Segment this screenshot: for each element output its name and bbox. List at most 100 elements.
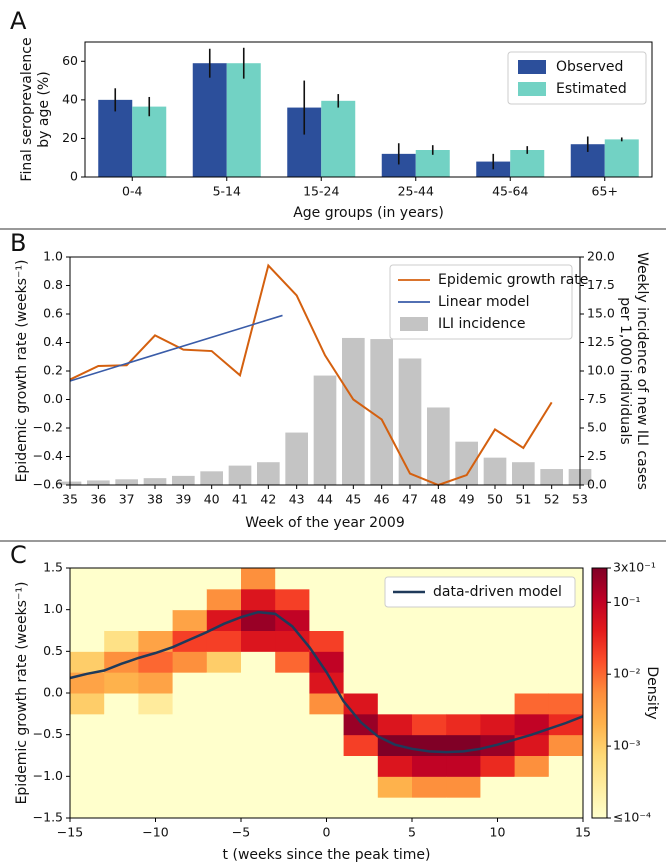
- heatmap-cell: [104, 609, 139, 631]
- y-tick-label: 17.5: [587, 277, 615, 292]
- heatmap-cell: [138, 651, 174, 673]
- y-tick-label: −0.2: [33, 420, 63, 435]
- legend-label: Linear model: [438, 294, 530, 310]
- heatmap-cell: [343, 609, 379, 631]
- colorbar-label: Density: [644, 666, 660, 719]
- heatmap-cell: [446, 693, 481, 715]
- heatmap-cell: [138, 588, 174, 611]
- legend-swatch: [518, 60, 546, 74]
- heatmap-cell: [514, 797, 550, 819]
- heatmap-cell: [70, 672, 105, 694]
- x-tick-label: 0-4: [122, 184, 142, 199]
- bar: [192, 63, 227, 177]
- heatmap-cell: [377, 672, 413, 694]
- heatmap-cell: [446, 609, 481, 631]
- heatmap-cell: [172, 755, 208, 777]
- heatmap-cell: [172, 651, 208, 673]
- x-tick-label: 35: [62, 492, 78, 507]
- heatmap-cell: [309, 609, 345, 631]
- legend-label: Epidemic growth rate: [438, 272, 588, 288]
- heatmap-cell: [446, 630, 481, 652]
- bar: [257, 462, 280, 485]
- heatmap-cell: [309, 713, 345, 736]
- heatmap-cell: [70, 776, 105, 798]
- heatmap-cell: [138, 609, 174, 631]
- x-tick-label: 45-64: [492, 184, 528, 199]
- heatmap-cell: [104, 693, 139, 715]
- y-tick-label: 60: [62, 53, 78, 68]
- x-tick-label: 36: [90, 492, 106, 507]
- heatmap-cell: [480, 609, 516, 631]
- colorbar-tick-label: 3x10⁻¹: [613, 560, 656, 575]
- heatmap-cell: [343, 797, 379, 819]
- heatmap-cell: [377, 609, 413, 631]
- heatmap-cell: [172, 713, 208, 736]
- x-tick-label: 48: [430, 492, 446, 507]
- bar: [370, 339, 393, 485]
- heatmap-cell: [206, 755, 242, 777]
- x-axis-label: t (weeks since the peak time): [223, 847, 431, 863]
- heatmap-cell: [70, 693, 105, 715]
- heatmap-cell: [275, 588, 310, 611]
- heatmap-cell: [343, 630, 379, 652]
- heatmap-cell: [412, 776, 447, 798]
- heatmap-cell: [377, 630, 413, 652]
- heatmap-cell: [343, 672, 379, 694]
- line: [69, 314, 283, 382]
- heatmap-cell: [104, 734, 139, 756]
- x-tick-label: −5: [232, 825, 250, 840]
- x-tick-label: 37: [119, 492, 135, 507]
- heatmap-cell: [514, 609, 550, 631]
- y-tick-label: 0.0: [43, 685, 63, 700]
- x-tick-label: −15: [57, 825, 83, 840]
- heatmap-cell: [480, 797, 516, 819]
- heatmap-cell: [514, 734, 550, 756]
- heatmap-cell: [241, 713, 276, 736]
- x-axis-label: Age groups (in years): [293, 205, 444, 221]
- heatmap-cell: [70, 568, 105, 590]
- heatmap-cell: [548, 672, 584, 694]
- legend-label: Observed: [556, 59, 623, 75]
- heatmap-cell: [343, 651, 379, 673]
- bar: [200, 471, 223, 485]
- heatmap-cell: [480, 651, 516, 673]
- y-tick-label: 10.0: [587, 363, 615, 378]
- legend-label: ILI incidence: [438, 316, 526, 332]
- heatmap-cell: [172, 609, 208, 631]
- heatmap-cell: [206, 609, 242, 631]
- x-tick-label: 46: [374, 492, 390, 507]
- heatmap-cell: [206, 713, 242, 736]
- heatmap-cell: [309, 734, 345, 756]
- y-tick-label: 40: [62, 91, 78, 106]
- x-tick-label: 53: [572, 492, 588, 507]
- heatmap-cell: [104, 568, 139, 590]
- x-tick-label: 45: [345, 492, 361, 507]
- heatmap-cell: [514, 755, 550, 777]
- heatmap-cell: [446, 776, 481, 798]
- y-tick-label: 20.0: [587, 249, 615, 264]
- heatmap-cell: [241, 672, 276, 694]
- x-tick-label: 10: [490, 825, 506, 840]
- heatmap-cell: [275, 672, 310, 694]
- x-tick-label: 41: [232, 492, 248, 507]
- heatmap-cell: [241, 630, 276, 652]
- y-tick-label: 1.0: [43, 601, 63, 616]
- y2-axis-label: per 1,000 individuals: [617, 297, 633, 444]
- y-tick-label: 7.5: [587, 391, 607, 406]
- bar: [143, 478, 167, 485]
- heatmap-cell: [377, 651, 413, 673]
- heatmap-cell: [412, 755, 447, 777]
- heatmap-cell: [206, 588, 242, 611]
- bar: [510, 150, 545, 177]
- heatmap-cell: [412, 672, 447, 694]
- heatmap-cell: [309, 568, 345, 590]
- bar: [398, 358, 422, 485]
- x-axis-label: Week of the year 2009: [245, 515, 405, 531]
- heatmap-cell: [309, 588, 345, 611]
- heatmap-cell: [446, 672, 481, 694]
- heatmap-cell: [172, 734, 208, 756]
- heatmap-cell: [172, 776, 208, 798]
- y-tick-label: 2.5: [587, 448, 607, 463]
- heatmap-cell: [138, 797, 174, 819]
